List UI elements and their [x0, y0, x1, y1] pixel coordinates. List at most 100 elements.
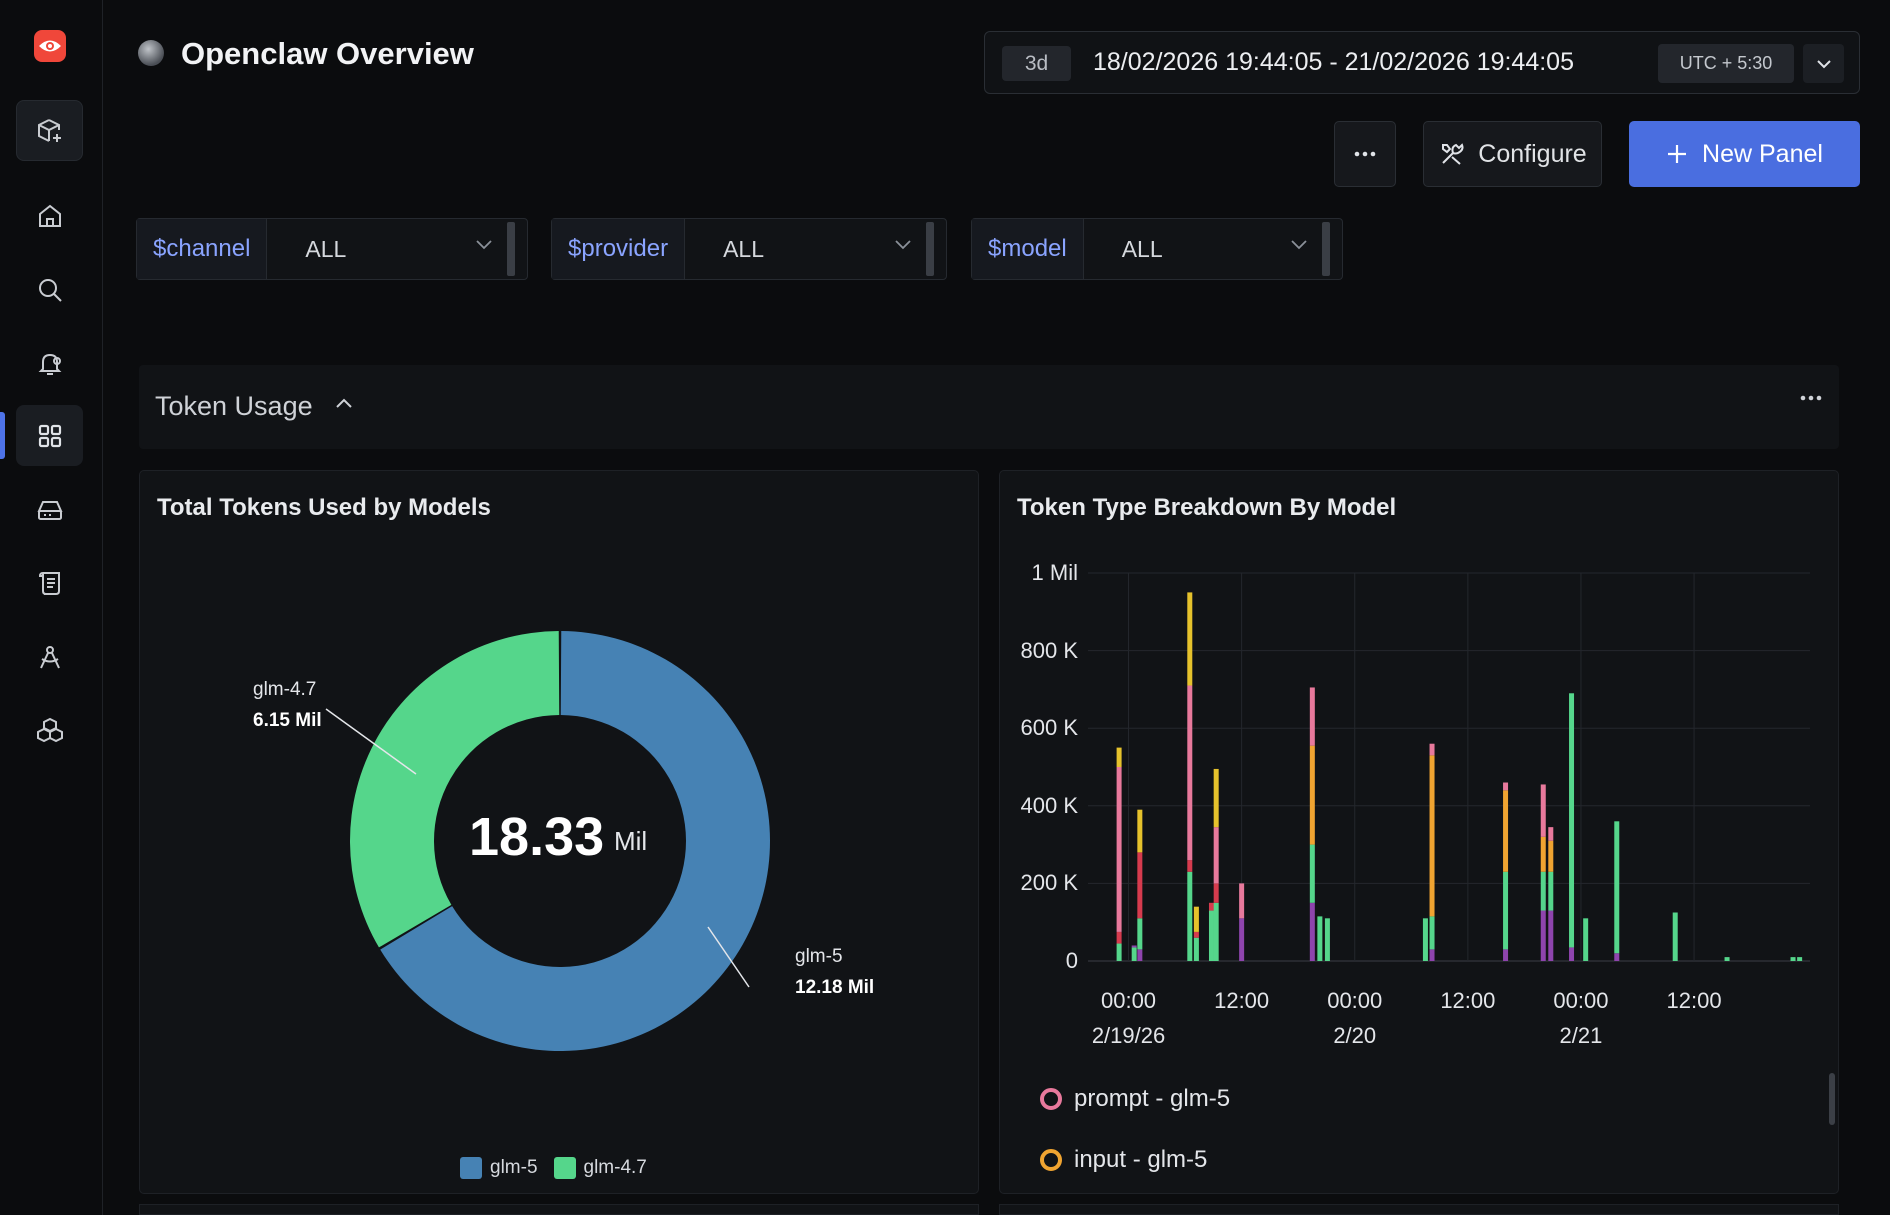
- bar-segment[interactable]: [1187, 685, 1193, 861]
- bar-segment[interactable]: [1208, 910, 1214, 961]
- sidebar-item-storage[interactable]: [16, 479, 83, 540]
- new-panel-button[interactable]: New Panel: [1629, 121, 1860, 187]
- resize-handle[interactable]: [507, 222, 515, 276]
- bar-segment[interactable]: [1569, 693, 1575, 948]
- bar-segment[interactable]: [1187, 592, 1193, 686]
- bar-segment[interactable]: [1540, 871, 1546, 911]
- bar-segment[interactable]: [1239, 883, 1245, 919]
- sidebar-item-home[interactable]: [16, 185, 83, 246]
- bar-segment[interactable]: [1116, 747, 1122, 767]
- bar-segment[interactable]: [1503, 871, 1509, 950]
- section-menu-icon[interactable]: [1799, 395, 1823, 401]
- bar-segment[interactable]: [1614, 821, 1620, 954]
- legend-item-prompt-glm5[interactable]: prompt - glm-5: [1040, 1085, 1230, 1113]
- bar-segment[interactable]: [1187, 871, 1193, 961]
- variable-provider[interactable]: $provider ALL: [551, 218, 947, 280]
- bar-segment[interactable]: [1583, 918, 1589, 961]
- panel-token-breakdown[interactable]: Token Type Breakdown By Model 0 200 K 400 …: [999, 470, 1839, 1194]
- time-range-picker[interactable]: 3d 18/02/2026 19:44:05 - 21/02/2026 19:4…: [984, 31, 1860, 94]
- bar-segment[interactable]: [1324, 918, 1330, 961]
- bar-segment[interactable]: [1672, 912, 1678, 962]
- bar-segment[interactable]: [1503, 782, 1509, 791]
- bar-segment[interactable]: [1116, 767, 1122, 932]
- bar-segment[interactable]: [1429, 949, 1435, 961]
- bar-segment[interactable]: [1213, 883, 1219, 903]
- bar-segment[interactable]: [1309, 902, 1315, 961]
- bar-segment[interactable]: [1213, 768, 1219, 828]
- bar-segment[interactable]: [1213, 827, 1219, 884]
- bar-segment[interactable]: [1309, 745, 1315, 845]
- bar-segment[interactable]: [1429, 743, 1435, 756]
- variable-model[interactable]: $model ALL: [971, 218, 1343, 280]
- bar-segment[interactable]: [1548, 871, 1554, 911]
- bar-segment[interactable]: [1614, 953, 1620, 961]
- bar-segment[interactable]: [1309, 687, 1315, 746]
- bar-segment[interactable]: [1797, 957, 1803, 961]
- timezone-chip[interactable]: UTC + 5:30: [1658, 44, 1794, 83]
- bar-segment[interactable]: [1569, 947, 1575, 961]
- bar-segment[interactable]: [1239, 918, 1245, 961]
- legend-item-glm5[interactable]: glm-5: [460, 1157, 538, 1179]
- time-range-text[interactable]: 18/02/2026 19:44:05 - 21/02/2026 19:44:0…: [1093, 48, 1574, 76]
- bar-segment[interactable]: [1131, 947, 1137, 961]
- bar-segment[interactable]: [1137, 852, 1143, 919]
- y-tick-label: 200 K: [1020, 870, 1079, 896]
- sidebar-item-integrations[interactable]: [16, 699, 83, 760]
- bar-segment[interactable]: [1131, 945, 1137, 948]
- variable-provider-select[interactable]: ALL: [685, 219, 946, 279]
- bar-segment[interactable]: [1724, 957, 1730, 961]
- sidebar-item-pipelines[interactable]: [16, 626, 83, 687]
- donut-slice-glm-4.7[interactable]: [350, 631, 560, 948]
- legend-label: glm-4.7: [583, 1157, 647, 1178]
- legend-ring-icon: [1040, 1149, 1062, 1171]
- bar-segment[interactable]: [1137, 918, 1143, 950]
- bar-segment[interactable]: [1193, 931, 1199, 938]
- legend-item-input-glm5[interactable]: input - glm-5: [1040, 1146, 1207, 1174]
- sidebar-item-logs[interactable]: [16, 552, 83, 613]
- bar-segment[interactable]: [1116, 943, 1122, 961]
- configure-button[interactable]: Configure: [1423, 121, 1602, 187]
- legend-item-glm47[interactable]: glm-4.7: [553, 1157, 647, 1179]
- bar-segment[interactable]: [1317, 916, 1323, 961]
- bar-segment[interactable]: [1137, 949, 1143, 961]
- bar-segment[interactable]: [1540, 784, 1546, 837]
- more-options-button[interactable]: [1334, 121, 1396, 187]
- bar-segment[interactable]: [1429, 755, 1435, 917]
- relative-range-chip[interactable]: 3d: [1002, 46, 1071, 81]
- sidebar-item-alerts[interactable]: [16, 332, 83, 393]
- bar-segment[interactable]: [1548, 827, 1554, 841]
- variable-model-select[interactable]: ALL: [1084, 219, 1342, 279]
- legend-scrollbar[interactable]: [1829, 1073, 1835, 1125]
- section-token-usage[interactable]: Token Usage: [139, 365, 1839, 449]
- bar-segment[interactable]: [1548, 910, 1554, 961]
- bar-segment[interactable]: [1790, 957, 1796, 961]
- section-title: Token Usage: [155, 391, 313, 421]
- bar-segment[interactable]: [1213, 902, 1219, 961]
- timezone-dropdown-button[interactable]: [1803, 44, 1844, 83]
- bar-segment[interactable]: [1193, 937, 1199, 961]
- variable-channel[interactable]: $channel ALL: [136, 218, 528, 280]
- bar-segment[interactable]: [1429, 916, 1435, 950]
- bar-segment[interactable]: [1208, 902, 1214, 911]
- resize-handle[interactable]: [1322, 222, 1330, 276]
- bar-segment[interactable]: [1503, 949, 1509, 961]
- bar-segment[interactable]: [1503, 790, 1509, 872]
- donut-slice-glm-5[interactable]: [380, 631, 770, 1051]
- variable-channel-select[interactable]: ALL: [267, 219, 527, 279]
- bar-segment[interactable]: [1137, 809, 1143, 853]
- bar-segment[interactable]: [1540, 910, 1546, 961]
- bar-segment[interactable]: [1193, 906, 1199, 932]
- resize-handle[interactable]: [926, 222, 934, 276]
- logo-icon[interactable]: [34, 30, 66, 62]
- bar-segment[interactable]: [1422, 918, 1428, 961]
- sidebar-item-dashboards[interactable]: [16, 405, 83, 466]
- panel-total-tokens[interactable]: Total Tokens Used by Models 18.33 Mil gl…: [139, 470, 979, 1194]
- sidebar-item-search[interactable]: [16, 259, 83, 320]
- bar-segment[interactable]: [1309, 844, 1315, 903]
- chevron-up-icon[interactable]: [335, 397, 353, 409]
- sidebar-item-add-module[interactable]: [16, 100, 83, 161]
- bar-segment[interactable]: [1116, 931, 1122, 944]
- bar-segment[interactable]: [1548, 840, 1554, 872]
- bar-segment[interactable]: [1187, 860, 1193, 872]
- bar-segment[interactable]: [1540, 836, 1546, 872]
